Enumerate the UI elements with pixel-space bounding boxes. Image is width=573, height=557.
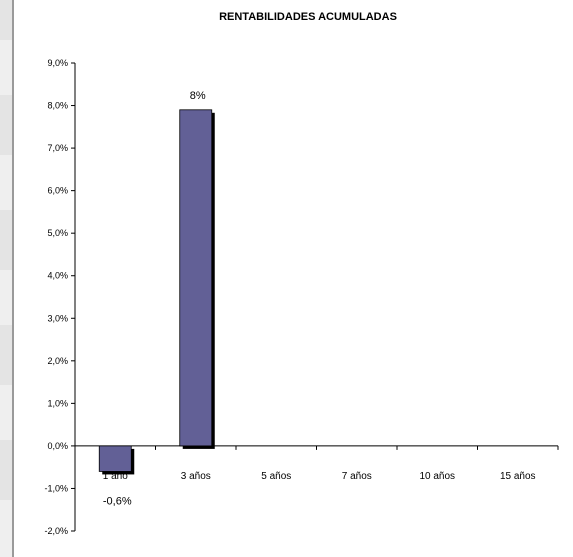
y-axis: -2,0% -1,0% 0,0% 1,0% 2,0% 3,0% 4,0% 5,0% 6,0% 7,… (44, 58, 76, 536)
x-tick-label: 10 años (419, 471, 455, 482)
strip-band (0, 440, 12, 500)
bar (179, 109, 213, 447)
data-label: 8% (190, 90, 206, 102)
strip-band (0, 95, 12, 155)
data-label: -0,6% (103, 495, 132, 507)
chart-title: RENTABILIDADES ACUMULADAS (219, 11, 397, 23)
bars (98, 109, 215, 475)
strip-band (0, 0, 12, 40)
y-tick-label: 2,0% (47, 356, 68, 366)
x-tick-label: 7 años (342, 471, 372, 482)
y-tick-label: 5,0% (47, 228, 68, 238)
y-tick-label: 8,0% (47, 101, 68, 111)
data-labels: -0,6% 8% (103, 90, 206, 508)
x-tick-label: 5 años (261, 471, 291, 482)
y-tick-label: 9,0% (47, 58, 68, 68)
y-tick-label: -2,0% (44, 526, 68, 536)
bar-chart: RENTABILIDADES ACUMULADAS -2,0% -1,0% 0,0%… (44, 11, 559, 536)
y-tick-label: 3,0% (47, 313, 68, 323)
y-tick-label: 1,0% (47, 398, 68, 408)
x-axis: 1 año 3 años 5 años 7 años 10 años 15 años (74, 445, 559, 482)
strip-band (0, 325, 12, 385)
strip-band (0, 210, 12, 270)
x-tick-label: 15 años (500, 471, 536, 482)
left-panel-strip (0, 0, 12, 557)
x-tick-label: 3 años (181, 471, 211, 482)
chart-area: RENTABILIDADES ACUMULADAS -2,0% -1,0% 0,0%… (14, 0, 573, 557)
y-tick-label: 7,0% (47, 143, 68, 153)
y-tick-label: 0,0% (47, 441, 68, 451)
bar (98, 445, 132, 472)
left-border (12, 0, 14, 557)
y-tick-label: 6,0% (47, 186, 68, 196)
x-tick-label: 1 año (103, 471, 128, 482)
y-tick-label: -1,0% (44, 483, 68, 493)
y-tick-label: 4,0% (47, 271, 68, 281)
